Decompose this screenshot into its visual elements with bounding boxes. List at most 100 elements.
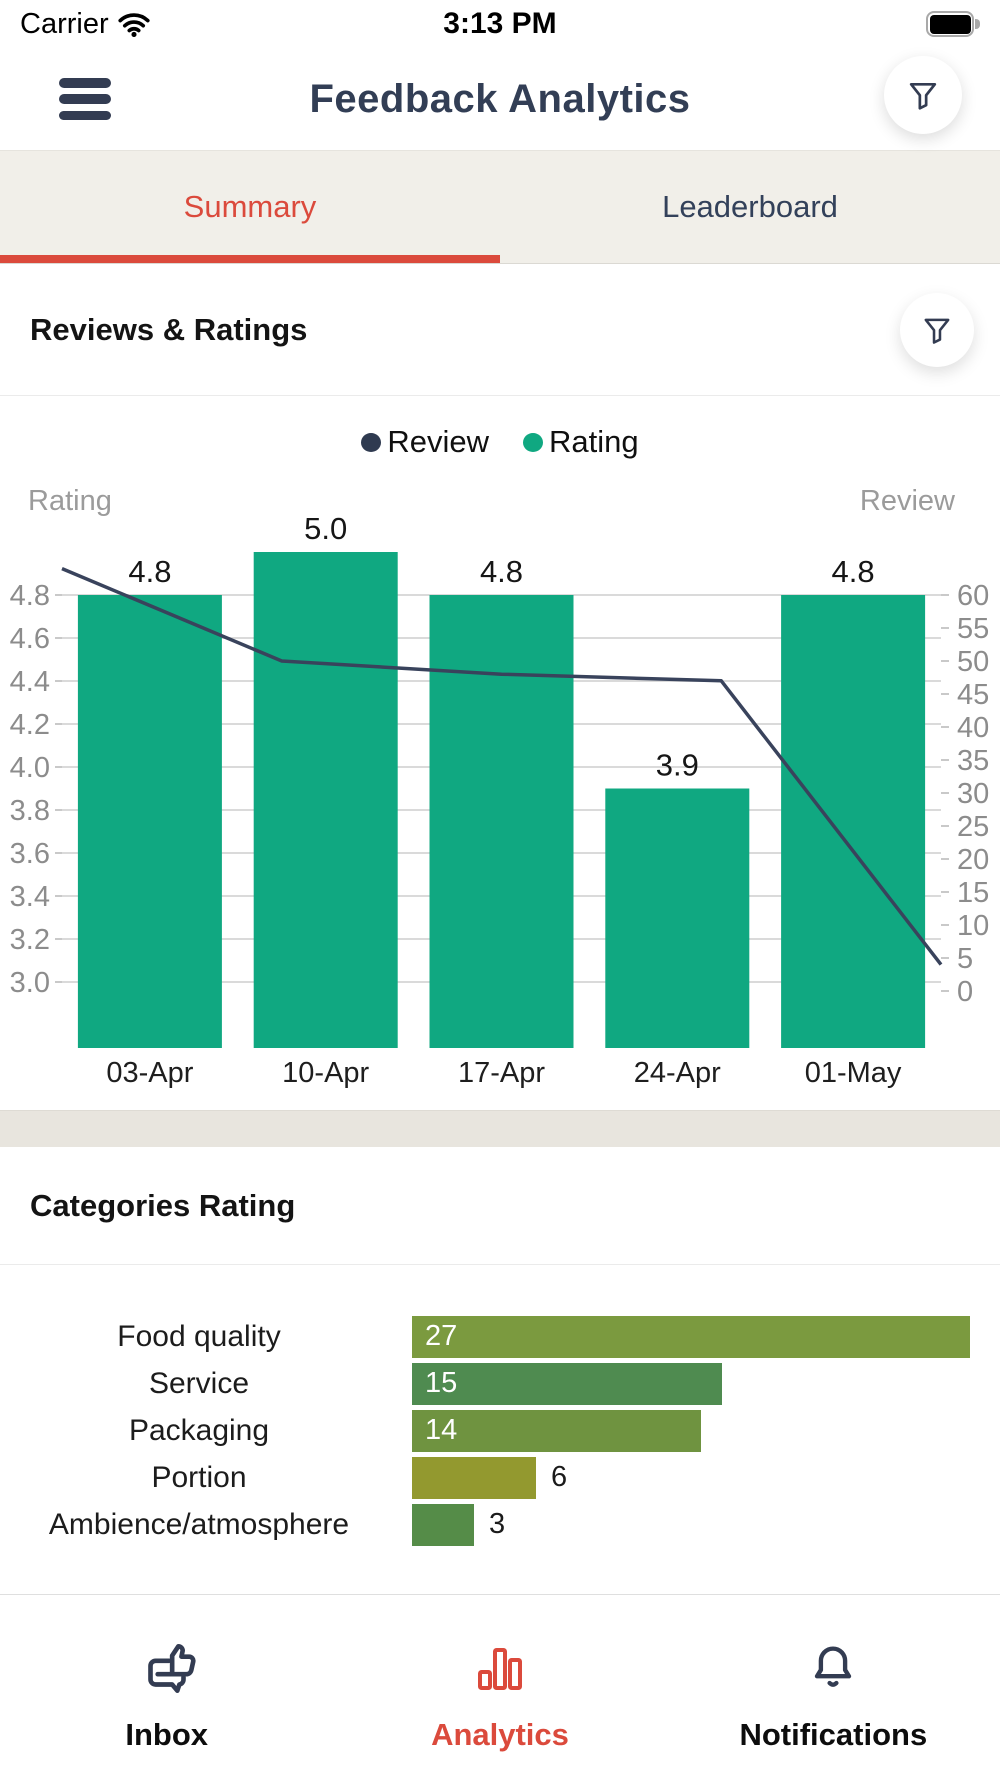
bar-value-label: 5.0 <box>304 511 347 546</box>
category-bar[interactable] <box>412 1456 536 1499</box>
tab-leaderboard-label: Leaderboard <box>662 189 838 224</box>
bar-value-label: 3.9 <box>656 748 699 783</box>
category-label: Ambience/atmosphere <box>48 1507 350 1541</box>
right-axis-tick: 50 <box>957 646 989 678</box>
app-header: Feedback Analytics <box>0 48 1000 150</box>
carrier-label: Carrier <box>20 7 109 40</box>
category-row: Food quality 27 <box>0 1313 1000 1360</box>
right-axis-tick: 0 <box>957 976 973 1008</box>
category-row: Ambience/atmosphere 3 <box>0 1501 1000 1548</box>
category-label: Service <box>148 1366 250 1400</box>
nav-label-notifications: Notifications <box>739 1717 928 1752</box>
category-value: 3 <box>489 1508 506 1540</box>
category-bar[interactable]: 15 <box>412 1362 722 1405</box>
category-bar[interactable]: 27 <box>412 1315 970 1358</box>
nav-item-notifications[interactable]: Notifications <box>667 1595 1000 1777</box>
bar-value-label: 4.8 <box>128 554 171 589</box>
clock: 3:13 PM <box>443 7 557 40</box>
left-axis-tick: 4.8 <box>10 580 50 612</box>
notification-bell-icon <box>815 1646 852 1687</box>
category-row: Packaging 14 <box>0 1407 1000 1454</box>
status-bar: Carrier 3:13 PM <box>0 0 1000 48</box>
hamburger-menu-icon[interactable] <box>59 78 111 120</box>
category-value: 15 <box>425 1367 458 1399</box>
right-axis-tick: 40 <box>957 712 989 744</box>
tab-leaderboard[interactable]: Leaderboard <box>500 151 1000 263</box>
section-separator <box>0 1110 1000 1147</box>
categories-rating-title: Categories Rating <box>30 1187 296 1223</box>
nav-label-analytics: Analytics <box>431 1717 569 1752</box>
right-axis-tick: 30 <box>957 778 989 810</box>
legend-dot-rating <box>523 432 544 452</box>
right-axis-tick: 35 <box>957 745 989 777</box>
x-axis-label: 17-Apr <box>458 1057 545 1089</box>
categories-rating-chart: Food quality 27 Service 15 Packaging 14 Portio… <box>0 1265 1000 1594</box>
left-axis-tick: 3.4 <box>10 881 50 913</box>
legend-dot-review <box>361 432 382 452</box>
rating-bar[interactable] <box>605 788 750 1049</box>
right-axis-tick: 20 <box>957 844 989 876</box>
nav-label-inbox: Inbox <box>125 1717 208 1752</box>
page-title: Feedback Analytics <box>309 76 691 121</box>
reviews-filter-button[interactable] <box>900 293 974 367</box>
category-bar[interactable] <box>412 1503 474 1546</box>
left-axis-tick: 4.0 <box>10 752 50 784</box>
right-axis-tick: 25 <box>957 811 989 843</box>
left-axis-tick: 4.6 <box>10 623 50 655</box>
filter-funnel-icon <box>924 318 950 344</box>
left-axis-tick: 4.2 <box>10 709 50 741</box>
category-value: 6 <box>551 1461 568 1493</box>
left-axis-tick: 3.6 <box>10 838 50 870</box>
chart-legend: Review Rating <box>0 396 1000 460</box>
tab-summary[interactable]: Summary <box>0 151 500 263</box>
category-value: 14 <box>425 1414 458 1446</box>
rating-bar[interactable] <box>781 595 926 1048</box>
battery-icon <box>926 11 980 37</box>
active-tab-indicator <box>0 255 500 263</box>
legend-label-rating: Rating <box>549 424 639 459</box>
right-axis-tick: 60 <box>957 580 989 612</box>
left-axis-tick: 3.2 <box>10 924 50 956</box>
bar-value-label: 4.8 <box>480 554 523 589</box>
rating-bar[interactable] <box>253 552 398 1048</box>
left-axis-tick: 3.8 <box>10 795 50 827</box>
reviews-ratings-header: Reviews & Ratings <box>0 264 1000 396</box>
analytics-bars-icon <box>477 1648 522 1690</box>
right-axis-title: Review <box>860 485 956 517</box>
right-axis-tick: 45 <box>957 679 989 711</box>
tab-summary-label: Summary <box>183 189 317 224</box>
right-axis-tick: 55 <box>957 613 989 645</box>
reviews-ratings-chart: Rating Review 4.8 4.6 4.4 4.2 4.0 3.8 3.6 3.4 3.2 3… <box>0 460 1000 1110</box>
left-axis-tick: 4.4 <box>10 666 50 698</box>
right-axis-tick: 5 <box>957 943 973 975</box>
x-axis-label: 01-May <box>805 1057 902 1089</box>
category-row: Service 15 <box>0 1360 1000 1407</box>
tab-bar: Summary Leaderboard <box>0 150 1000 264</box>
svg-text:Rating: Rating <box>28 485 112 517</box>
category-bar[interactable]: 14 <box>412 1409 701 1452</box>
x-axis-label: 03-Apr <box>106 1057 193 1089</box>
nav-item-inbox[interactable]: Inbox <box>0 1595 333 1777</box>
category-label: Food quality <box>117 1319 281 1353</box>
header-filter-button[interactable] <box>884 56 962 134</box>
category-row: Portion 6 <box>0 1454 1000 1501</box>
nav-item-analytics[interactable]: Analytics <box>333 1595 666 1777</box>
rating-bar[interactable] <box>429 595 574 1048</box>
legend-item-review: Review <box>361 424 489 460</box>
category-value: 27 <box>425 1320 458 1352</box>
reviews-ratings-title: Reviews & Ratings <box>30 311 308 347</box>
categories-rating-header: Categories Rating <box>0 1147 1000 1265</box>
wifi-icon <box>118 13 150 37</box>
left-axis-tick: 3.0 <box>10 967 50 999</box>
legend-item-rating: Rating <box>523 424 639 460</box>
x-axis-label: 10-Apr <box>282 1057 369 1089</box>
legend-label-review: Review <box>387 424 490 459</box>
category-label: Portion <box>151 1460 247 1494</box>
filter-funnel-icon <box>909 82 937 110</box>
bottom-nav: Inbox Analytics Notifications <box>0 1594 1000 1777</box>
rating-bar[interactable] <box>77 595 222 1048</box>
review-line <box>61 566 943 966</box>
inbox-feedback-icon <box>147 1644 196 1694</box>
right-axis-tick: 10 <box>957 910 989 942</box>
x-axis-label: 24-Apr <box>634 1057 721 1089</box>
